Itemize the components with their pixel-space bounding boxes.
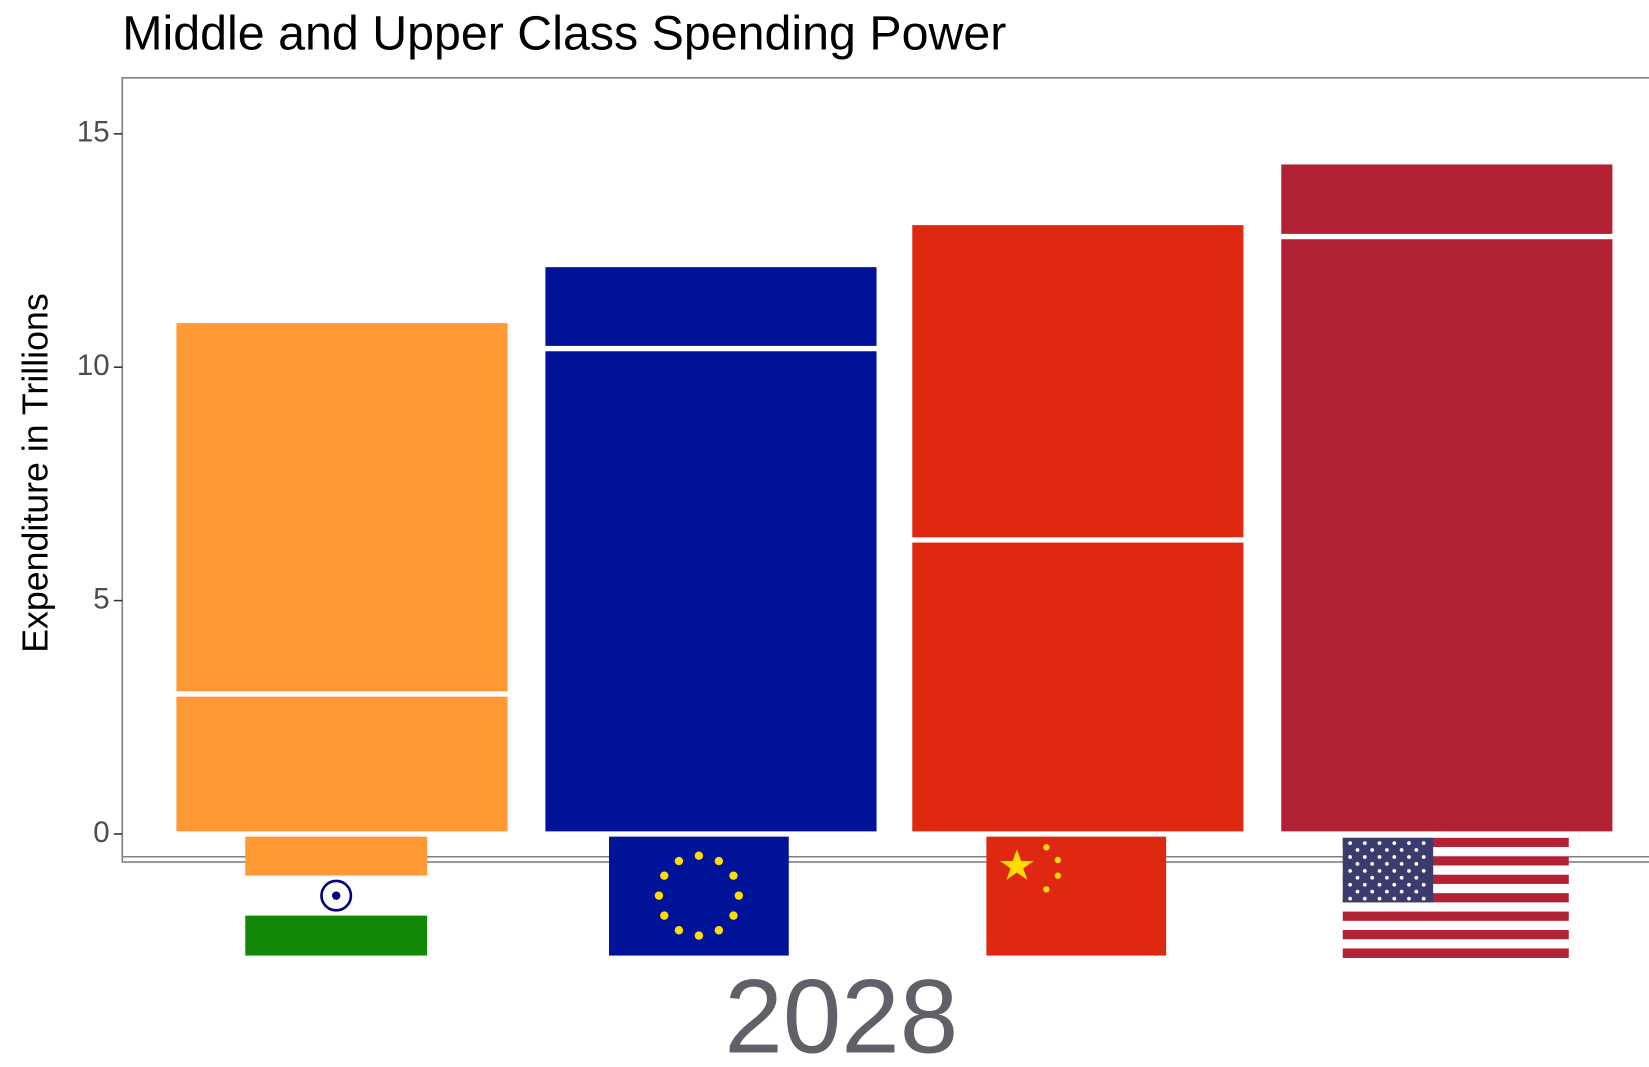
flag-star	[1392, 841, 1397, 845]
flag-star	[1370, 875, 1375, 880]
flag-star	[1370, 848, 1375, 852]
flag-star	[1377, 882, 1382, 887]
flag-star	[1392, 882, 1397, 887]
flag-eu	[608, 835, 789, 956]
flag-star	[1421, 841, 1426, 845]
flag-star	[1385, 862, 1389, 866]
y-tick-label: 5	[93, 582, 109, 615]
bar-segment	[540, 345, 882, 837]
flag-stripe	[1342, 920, 1569, 931]
flag-stripe	[1342, 930, 1569, 940]
flag-star	[694, 931, 704, 940]
flag-star	[1377, 896, 1382, 901]
flag-stripe	[1342, 893, 1569, 903]
flag-star	[1414, 889, 1419, 894]
flag-star	[729, 911, 738, 920]
flag-star	[1348, 855, 1353, 859]
flag-stripe	[1342, 911, 1569, 922]
bar-segment	[171, 691, 513, 837]
flag-star	[1348, 841, 1353, 845]
flag-star	[1414, 862, 1419, 866]
flag-star	[1399, 862, 1404, 866]
flag-star	[1355, 875, 1360, 880]
flag-star	[1407, 882, 1411, 887]
year-annotation: 2028	[724, 959, 958, 1067]
flag-star	[1407, 855, 1411, 859]
flag-star	[1399, 889, 1404, 894]
y-tick-label: 0	[93, 816, 109, 849]
flag-star	[674, 926, 684, 935]
bar-segment	[171, 317, 513, 697]
flag-star	[714, 856, 724, 866]
flag-stripe	[1342, 865, 1569, 876]
flag-star	[1362, 855, 1367, 859]
flag-stripe	[1342, 874, 1569, 885]
chart-title: Middle and Upper Class Spending Power	[122, 7, 1006, 61]
flag-china	[986, 835, 1167, 956]
flag-star	[1362, 882, 1367, 887]
y-tick-label: 10	[77, 349, 110, 382]
flag-star	[1348, 882, 1353, 887]
flag-stripe	[1342, 939, 1569, 949]
flag-india	[245, 835, 428, 956]
bar-segment	[1276, 233, 1618, 837]
flag-star	[1421, 896, 1426, 901]
flag-star	[1392, 855, 1397, 859]
flag-star	[1377, 868, 1382, 873]
bar-segment	[540, 261, 882, 352]
flag-star	[1355, 862, 1360, 866]
flag-star	[1385, 889, 1389, 894]
flag-star	[1385, 848, 1389, 852]
flag-star	[1348, 868, 1353, 873]
flag-stripe	[1342, 837, 1569, 848]
flag-star	[1421, 855, 1426, 859]
bar-segment	[1276, 159, 1618, 240]
flag-stripe	[1342, 847, 1569, 857]
flag-star	[1362, 841, 1367, 845]
flag-usa	[1342, 837, 1569, 958]
flag-star	[660, 871, 669, 880]
flag-stripe	[1342, 883, 1569, 894]
y-axis-label: Expenditure in Trillions	[16, 293, 56, 653]
flag-star	[1421, 882, 1426, 887]
flag-star	[1355, 889, 1360, 894]
flag-star	[1407, 841, 1411, 845]
flag-star	[1407, 868, 1411, 873]
flag-star	[1348, 896, 1353, 901]
flag-star	[1385, 875, 1389, 880]
flag-star	[1370, 862, 1375, 866]
bar-segment	[907, 219, 1249, 543]
y-tick-label: 15	[77, 116, 110, 149]
flag-star	[1355, 848, 1360, 852]
flag-star	[674, 856, 684, 866]
bar-segment	[907, 537, 1249, 837]
flag-stripe	[1342, 948, 1569, 958]
panel	[121, 77, 1649, 863]
flag-star	[1421, 868, 1426, 873]
flag-star	[1362, 896, 1367, 901]
flag-star	[729, 871, 738, 880]
flag-star	[1392, 896, 1397, 901]
flag-star	[1370, 889, 1375, 894]
flag-star	[1407, 896, 1411, 901]
flag-star	[1399, 848, 1404, 852]
flag-star	[1399, 875, 1404, 880]
flag-star	[1377, 855, 1382, 859]
flag-star	[660, 911, 669, 920]
flag-star	[1414, 848, 1419, 852]
flag-star	[1414, 875, 1419, 880]
flag-star	[714, 926, 724, 935]
flag-stripe	[1342, 902, 1569, 912]
flag-star	[1392, 868, 1397, 873]
flag-stripe	[1342, 856, 1569, 866]
flag-star	[1377, 841, 1382, 845]
flag-star	[1362, 868, 1367, 873]
flag-star	[654, 891, 664, 900]
flag-star	[734, 891, 744, 900]
flag-star	[694, 851, 704, 860]
